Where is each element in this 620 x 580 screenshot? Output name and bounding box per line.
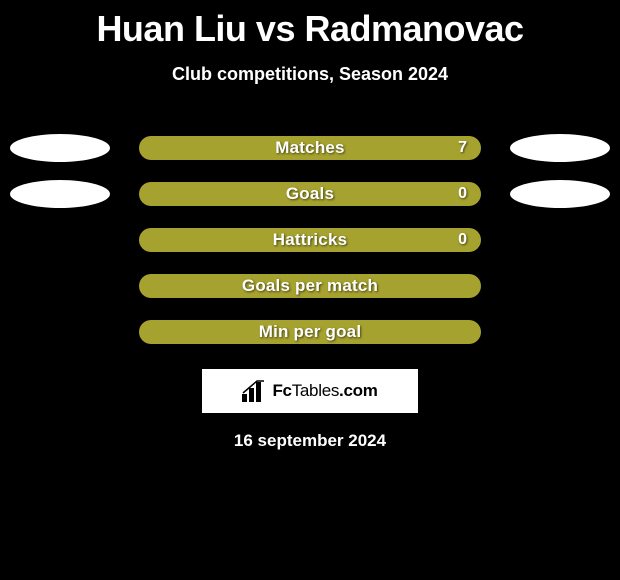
bars-icon	[242, 380, 268, 402]
stat-label: Goals	[286, 184, 334, 204]
subtitle: Club competitions, Season 2024	[0, 64, 620, 85]
stat-bar: Min per goal	[139, 320, 481, 344]
left-ellipse	[10, 180, 110, 208]
logo-text: FcTables.com	[272, 381, 377, 401]
stat-row: Matches 7	[0, 125, 620, 171]
stat-row: Hattricks 0	[0, 217, 620, 263]
stat-bar: Hattricks 0	[139, 228, 481, 252]
logo-main: Tables	[292, 381, 339, 400]
stat-label: Goals per match	[242, 276, 378, 296]
stat-label: Hattricks	[273, 230, 348, 250]
right-ellipse	[510, 180, 610, 208]
stat-value: 0	[458, 185, 467, 203]
date-text: 16 september 2024	[0, 431, 620, 451]
logo-suffix: .com	[339, 381, 377, 400]
stat-row: Goals 0	[0, 171, 620, 217]
stat-bar: Matches 7	[139, 136, 481, 160]
stat-label: Matches	[275, 138, 344, 158]
stat-value: 0	[458, 231, 467, 249]
stat-bar: Goals 0	[139, 182, 481, 206]
right-ellipse	[510, 134, 610, 162]
stat-row: Min per goal	[0, 309, 620, 355]
left-ellipse	[10, 134, 110, 162]
logo-box: FcTables.com	[202, 369, 418, 413]
page-title: Huan Liu vs Radmanovac	[0, 0, 620, 50]
stat-value: 7	[458, 139, 467, 157]
stats-chart: Matches 7 Goals 0 Hattricks 0 Goals per match M…	[0, 125, 620, 355]
stat-row: Goals per match	[0, 263, 620, 309]
stat-bar: Goals per match	[139, 274, 481, 298]
logo-prefix: Fc	[272, 381, 291, 400]
stat-label: Min per goal	[259, 322, 362, 342]
